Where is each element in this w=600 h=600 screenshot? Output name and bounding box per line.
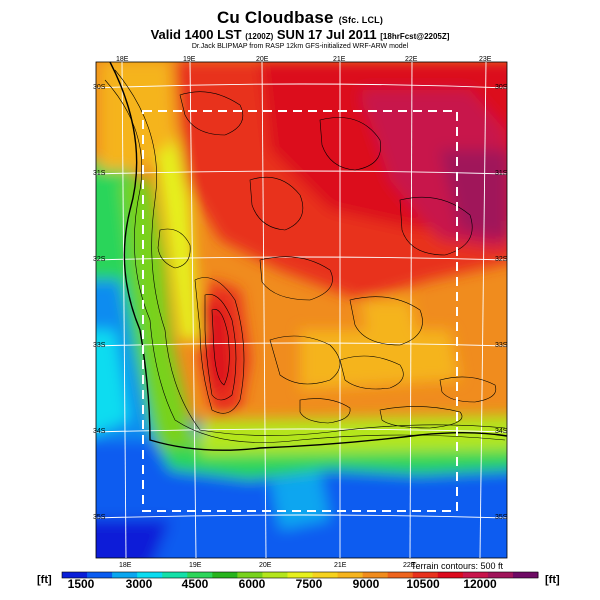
legend-tick-label: 10500 (406, 577, 440, 591)
right-lat-label: 30S (495, 84, 508, 91)
legend-swatch (437, 572, 464, 578)
top-lon-label: 22E (405, 56, 418, 63)
top-lon-label: 20E (256, 56, 269, 63)
legend-tick-label: 12000 (463, 577, 497, 591)
title-suffix: (Sfc. LCL) (338, 15, 384, 25)
map-frame (95, 61, 508, 559)
terrain-contours (104, 69, 506, 443)
legend-swatch (312, 572, 339, 578)
terrain-contour-note: Terrain contours: 500 ft (410, 561, 503, 571)
legend-swatch (137, 572, 163, 578)
legend-swatch (287, 572, 314, 578)
legend-tick-label: 3000 (125, 577, 153, 591)
subtitle-utc: (1200Z) (245, 32, 274, 41)
map-subtitle: Valid 1400 LST (1200Z) SUN 17 Jul 2011 [… (150, 27, 450, 42)
map-credit: Dr.Jack BLIPMAP from RASP 12km GFS-initi… (191, 43, 409, 50)
legend-swatch (162, 572, 188, 578)
right-lat-label: 31S (495, 170, 508, 177)
legend-swatch (187, 572, 213, 578)
left-lat-label: 32S (93, 256, 106, 263)
legend-swatch (362, 572, 389, 578)
top-lon-label: 23E (479, 56, 492, 63)
legend-units-right: [ft] (545, 574, 560, 586)
bottom-lon-label: 22E (403, 562, 416, 569)
legend-border (61, 571, 539, 579)
bottom-lon-label: 18E (119, 562, 132, 569)
right-lat-label: 35S (495, 514, 508, 521)
right-lat-label: 34S (495, 428, 508, 435)
top-lon-label: 19E (183, 56, 196, 63)
top-lon-label: 18E (116, 56, 129, 63)
legend-swatch (487, 572, 514, 578)
shaded-field (96, 62, 507, 558)
bottom-lon-label: 21E (334, 562, 347, 569)
legend-units-left: [ft] (37, 574, 52, 586)
legend-swatch (62, 572, 88, 578)
left-lat-label: 35S (93, 514, 106, 521)
legend-tick-label: 9000 (352, 577, 380, 591)
legend-tick-label: 7500 (295, 577, 323, 591)
map-title: Cu Cloudbase (Sfc. LCL) (216, 8, 384, 27)
color-legend-bar (61, 571, 539, 579)
top-lon-label: 21E (333, 56, 346, 63)
legend-swatch (87, 572, 113, 578)
legend-swatch (212, 572, 238, 578)
legend-swatch (112, 572, 138, 578)
right-lat-label: 33S (495, 342, 508, 349)
legend-tick-label: 6000 (238, 577, 266, 591)
left-lat-label: 33S (93, 342, 106, 349)
legend-tick-label: 4500 (181, 577, 209, 591)
legend-swatch (237, 572, 263, 578)
legend-tick-label: 1500 (67, 577, 95, 591)
legend-swatch (387, 572, 414, 578)
inner-domain-box (142, 110, 458, 512)
left-lat-label: 30S (93, 84, 106, 91)
bottom-lon-label: 19E (189, 562, 202, 569)
right-lat-label: 32S (495, 256, 508, 263)
legend-swatch (262, 572, 288, 578)
legend-swatch (412, 572, 439, 578)
bottom-lon-label: 20E (259, 562, 272, 569)
legend-swatch (337, 572, 364, 578)
legend-swatch (462, 572, 489, 578)
subtitle-run: [18hrFcst@2205Z] (380, 32, 450, 41)
left-lat-label: 31S (93, 170, 106, 177)
legend-swatch (512, 572, 539, 578)
lat-lon-grid (95, 61, 508, 559)
coastline (109, 61, 508, 451)
left-lat-label: 34S (93, 428, 106, 435)
